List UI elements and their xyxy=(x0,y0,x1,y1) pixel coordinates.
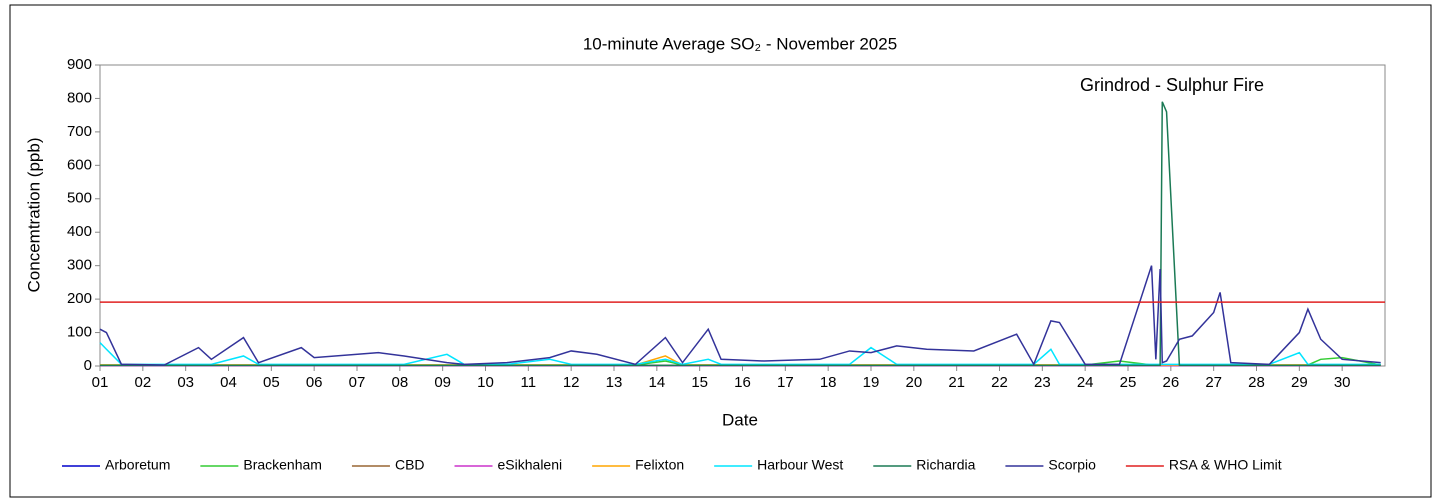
legend-label: Arboretum xyxy=(105,457,170,473)
x-tick-label: 06 xyxy=(306,374,323,391)
x-tick-label: 20 xyxy=(905,374,922,391)
legend-label: Harbour West xyxy=(757,457,843,473)
y-tick-label: 700 xyxy=(67,123,92,140)
legend-label: Scorpio xyxy=(1048,457,1096,473)
y-tick-label: 300 xyxy=(67,257,92,274)
x-tick-label: 18 xyxy=(820,374,837,391)
y-tick-label: 100 xyxy=(67,324,92,341)
x-tick-label: 30 xyxy=(1334,374,1351,391)
y-tick-label: 500 xyxy=(67,190,92,207)
annotation: Grindrod - Sulphur Fire xyxy=(1080,75,1264,95)
x-tick-label: 07 xyxy=(349,374,366,391)
x-tick-label: 17 xyxy=(777,374,794,391)
legend-label: Brackenham xyxy=(243,457,322,473)
x-tick-label: 16 xyxy=(734,374,751,391)
x-tick-label: 05 xyxy=(263,374,280,391)
legend-label: CBD xyxy=(395,457,425,473)
x-tick-label: 10 xyxy=(477,374,494,391)
x-tick-label: 15 xyxy=(691,374,708,391)
x-tick-label: 22 xyxy=(991,374,1008,391)
x-tick-label: 01 xyxy=(92,374,109,391)
x-tick-label: 29 xyxy=(1291,374,1308,391)
x-tick-label: 08 xyxy=(391,374,408,391)
x-tick-label: 25 xyxy=(1120,374,1137,391)
x-tick-label: 12 xyxy=(563,374,580,391)
x-tick-label: 14 xyxy=(648,374,665,391)
x-tick-label: 26 xyxy=(1162,374,1179,391)
legend-label: Richardia xyxy=(916,457,975,473)
x-tick-label: 19 xyxy=(863,374,880,391)
y-tick-label: 600 xyxy=(67,156,92,173)
x-tick-label: 24 xyxy=(1077,374,1094,391)
y-tick-label: 0 xyxy=(84,357,92,374)
x-tick-label: 13 xyxy=(606,374,623,391)
frame xyxy=(9,4,1432,498)
x-axis-label: Date xyxy=(722,410,758,429)
y-tick-label: 900 xyxy=(67,56,92,73)
legend-label: eSikhaleni xyxy=(498,457,563,473)
x-tick-label: 27 xyxy=(1205,374,1222,391)
series-line xyxy=(100,101,1381,367)
y-tick-label: 800 xyxy=(67,89,92,106)
chart-title: 10-minute Average SO₂ - November 2025 xyxy=(583,34,897,53)
legend-label: RSA & WHO Limit xyxy=(1169,457,1282,473)
x-tick-label: 21 xyxy=(948,374,965,391)
x-tick-label: 28 xyxy=(1248,374,1265,391)
x-tick-label: 11 xyxy=(521,374,537,391)
y-tick-label: 400 xyxy=(67,223,92,240)
y-tick-label: 200 xyxy=(67,290,92,307)
x-tick-label: 09 xyxy=(434,374,451,391)
series-line xyxy=(99,265,1381,367)
series-line xyxy=(99,342,1381,366)
x-tick-label: 23 xyxy=(1034,374,1051,391)
legend-label: Felixton xyxy=(635,457,684,473)
x-tick-label: 03 xyxy=(177,374,194,391)
x-tick-label: 04 xyxy=(220,374,237,391)
x-tick-label: 02 xyxy=(134,374,151,391)
y-axis-label: Concemtration (ppb) xyxy=(24,138,43,293)
